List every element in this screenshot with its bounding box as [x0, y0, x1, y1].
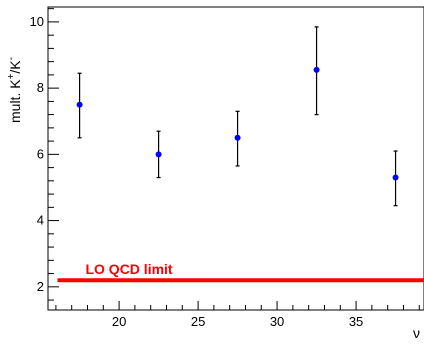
x-tick-label: 30 — [270, 314, 284, 329]
x-axis-ticks — [55, 301, 420, 310]
data-point — [313, 66, 320, 73]
y-tick-label: 8 — [37, 80, 44, 95]
data-point — [76, 101, 83, 108]
y-axis-label-sup1: + — [6, 73, 17, 79]
x-tick-label: 25 — [191, 314, 205, 329]
data-series — [76, 26, 399, 207]
y-axis-label-sup2: - — [6, 57, 17, 60]
y-axis-label: mult. K+/K- — [6, 57, 23, 123]
x-tick-label: 35 — [349, 314, 363, 329]
x-axis-tick-labels: 20 25 30 35 — [112, 314, 363, 329]
x-tick-label: 20 — [112, 314, 126, 329]
reference-line-group: LO QCD limit — [57, 261, 424, 283]
data-point — [392, 174, 399, 181]
data-point — [234, 134, 241, 141]
y-tick-label: 6 — [37, 146, 44, 161]
y-tick-label: 2 — [37, 279, 44, 294]
y-tick-label: 4 — [37, 213, 44, 228]
y-axis-label-main: mult. K — [7, 79, 23, 123]
y-tick-label: 10 — [30, 14, 44, 29]
plot-frame — [47, 6, 424, 311]
y-axis-label-mid: /K — [7, 60, 23, 74]
x-axis-label: ν — [413, 325, 420, 341]
reference-line-label: LO QCD limit — [85, 261, 172, 277]
y-axis-ticks — [48, 8, 59, 301]
data-point — [155, 151, 162, 158]
y-axis-tick-labels: 2 4 6 8 10 — [30, 14, 44, 294]
